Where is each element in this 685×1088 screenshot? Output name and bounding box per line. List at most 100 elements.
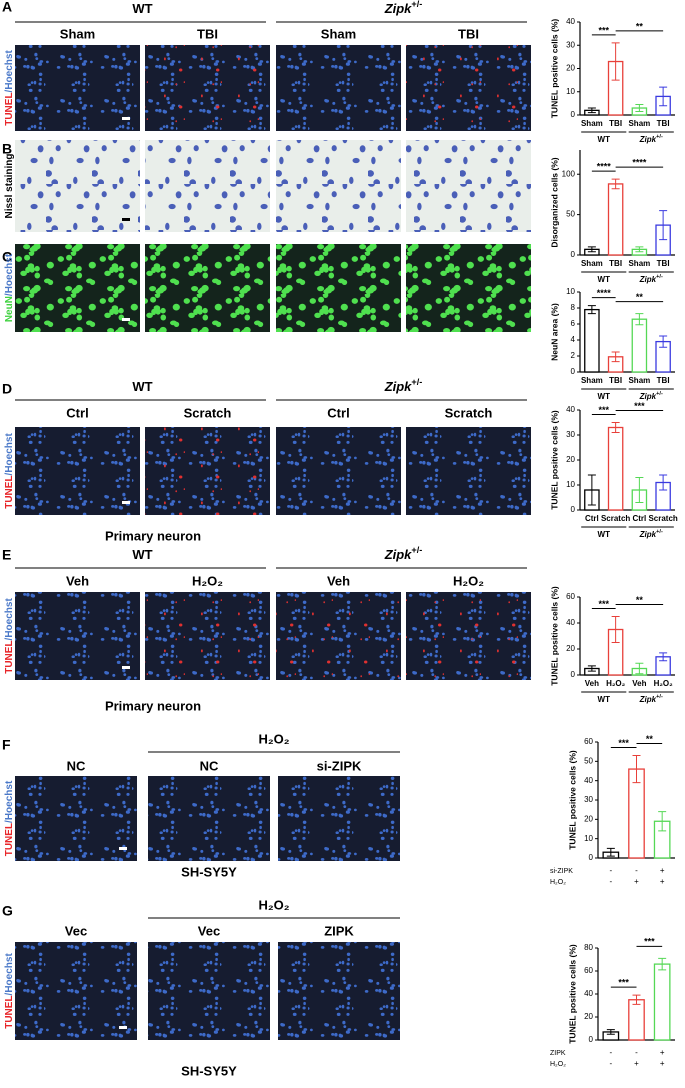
micrograph-signal	[145, 592, 270, 680]
error-bar	[611, 422, 620, 433]
stain-part: TUNEL	[4, 640, 15, 673]
group-superscript: +/-	[411, 545, 422, 555]
significance-label: ****	[597, 288, 612, 298]
panel-letter: G	[2, 903, 13, 919]
bar	[631, 318, 648, 373]
significance-label: **	[636, 21, 644, 31]
condition-label: TBI	[197, 26, 218, 41]
significance-label: ***	[634, 401, 645, 411]
scale-bar	[122, 318, 130, 321]
bar-chart: 0 20 40 60 TUNEL positive cells (%) Veh H₂O₂ Ve…	[549, 586, 675, 704]
caption: Primary neuron	[105, 528, 201, 543]
significance-label: ***	[598, 25, 609, 35]
y-tick-label: 0	[571, 670, 576, 679]
panel-letter: D	[2, 381, 12, 397]
condition-sign: +	[660, 1059, 665, 1068]
group-label: WT	[598, 695, 611, 704]
group-label: WT	[598, 530, 611, 539]
y-tick-label: 100	[562, 169, 576, 178]
group-label: Zipk+/-	[639, 274, 663, 284]
x-tick-label: Veh	[632, 679, 646, 688]
condition-label: Vec	[198, 923, 220, 938]
group-name: WT	[598, 695, 611, 704]
x-tick-label: Sham	[581, 376, 603, 385]
stain-label: TUNEL/Hoechst	[4, 50, 15, 126]
bar	[653, 963, 671, 1041]
x-tick-label: Sham	[581, 259, 603, 268]
group-label: WT	[598, 392, 611, 401]
significance-label: ****	[597, 161, 612, 171]
group-name: WT	[132, 379, 152, 394]
error-bar	[632, 755, 641, 784]
stain-part: /Hoechst	[4, 598, 15, 641]
condition-sign: -	[635, 866, 638, 875]
condition-label: TBI	[458, 26, 479, 41]
significance-label: ****	[632, 157, 647, 167]
stain-part: TUNEL	[4, 995, 15, 1028]
stain-part: TUNEL	[4, 92, 15, 125]
y-tick-label: 0	[571, 505, 576, 514]
group-superscript: +/-	[411, 377, 422, 387]
group-superscript: +/-	[656, 694, 663, 700]
condition-sign: -	[609, 877, 612, 886]
x-tick-label: Ctrl	[585, 514, 599, 523]
group-name: WT	[598, 392, 611, 401]
y-tick-label: 60	[566, 592, 575, 601]
bar	[607, 183, 624, 256]
error-bar	[659, 335, 668, 348]
condition-sign: +	[634, 1059, 639, 1068]
condition-label: ZIPK	[324, 923, 354, 938]
group-label: WT	[132, 379, 152, 394]
significance-label: **	[636, 595, 644, 605]
y-axis-label: TUNEL positive cells (%)	[549, 586, 559, 686]
panel-letter: A	[2, 0, 12, 15]
scale-bar	[122, 666, 130, 669]
treatment-label: H₂O₂	[258, 731, 289, 746]
condition-label: H₂O₂	[453, 573, 484, 588]
error-bar	[587, 305, 596, 315]
y-axis-label: TUNEL positive cells (%)	[549, 19, 559, 119]
group-name: WT	[598, 530, 611, 539]
x-tick-label: TBI	[609, 119, 622, 128]
error-bar	[659, 86, 668, 107]
micrograph-signal	[276, 592, 401, 680]
micrograph	[15, 427, 140, 515]
bar	[584, 308, 600, 373]
group-superscript: +/-	[656, 529, 663, 535]
condition-name: ZIPK	[550, 1050, 566, 1057]
group-label: Zipk+/-	[639, 694, 663, 704]
group-name: Zipk	[384, 379, 412, 394]
error-bar	[587, 107, 596, 114]
y-tick-label: 10	[566, 87, 575, 96]
micrograph	[406, 427, 531, 515]
y-tick-label: 0	[589, 853, 594, 862]
y-tick-label: 20	[566, 455, 575, 464]
x-tick-label: TBI	[609, 259, 622, 268]
micrograph-signal	[145, 45, 270, 131]
significance-label: ***	[644, 937, 655, 947]
stain-label: NeuN/Hoechst	[4, 253, 15, 322]
significance-label: ***	[618, 978, 629, 988]
x-tick-label: TBI	[657, 376, 670, 385]
x-tick-label: TBI	[657, 119, 670, 128]
micrograph	[278, 942, 400, 1040]
y-tick-label: 50	[566, 210, 575, 219]
stain-part: /Hoechst	[4, 953, 15, 996]
stain-label: TUNEL/Hoechst	[4, 433, 15, 509]
y-tick-label: 30	[566, 40, 575, 49]
group-label: Zipk+/-	[384, 0, 423, 16]
error-bar	[635, 662, 644, 675]
significance-label: ***	[598, 599, 609, 609]
micrograph	[145, 140, 270, 232]
error-bar	[659, 652, 668, 662]
y-tick-label: 20	[566, 64, 575, 73]
y-tick-label: 60	[584, 737, 593, 746]
y-axis-label: Disorganized cells (%)	[549, 157, 559, 247]
condition-sign: +	[660, 1048, 665, 1057]
micrograph	[278, 776, 400, 861]
condition-sign: -	[609, 866, 612, 875]
micrograph	[276, 244, 401, 332]
group-label: Zipk+/-	[384, 545, 423, 562]
